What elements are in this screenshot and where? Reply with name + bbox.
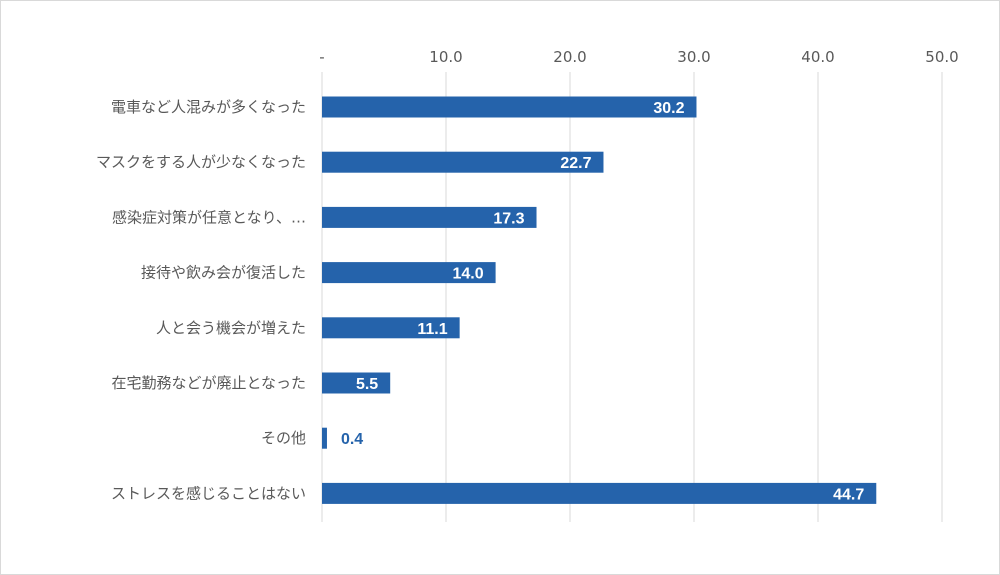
bar (322, 206, 537, 228)
bar (322, 427, 327, 449)
data-label: 44.7 (833, 486, 864, 503)
bar (322, 482, 877, 504)
category-label: 電車など人混みが多くなった (111, 98, 306, 116)
bar (322, 317, 460, 339)
data-label: 22.7 (560, 155, 591, 172)
x-tick-label: 10.0 (429, 48, 462, 66)
category-label: 接待や飲み会が復活した (141, 264, 306, 282)
data-label: 11.1 (417, 321, 447, 338)
category-label: 在宅勤務などが廃止となった (111, 374, 306, 392)
x-tick-label: 50.0 (925, 48, 958, 66)
category-label: その他 (261, 429, 306, 447)
category-label: ストレスを感じることはない (111, 484, 306, 502)
category-label: 人と会う機会が増えた (156, 319, 306, 337)
bar (322, 151, 604, 173)
x-tick-label: 20.0 (553, 48, 586, 66)
x-tick-label: 30.0 (677, 48, 710, 66)
category-label: マスクをする人が少なくなった (96, 153, 306, 171)
category-label: 感染症対策が任意となり、… (112, 208, 306, 226)
data-label: 17.3 (493, 210, 524, 227)
bar (322, 262, 496, 284)
x-tick-label: 40.0 (801, 48, 834, 66)
data-label: 5.5 (356, 376, 378, 393)
x-tick-label: - (319, 48, 324, 66)
data-label: 14.0 (452, 266, 483, 283)
data-label: 0.4 (341, 431, 363, 448)
bar (322, 96, 697, 118)
data-label: 30.2 (653, 100, 684, 117)
bar (322, 372, 391, 394)
